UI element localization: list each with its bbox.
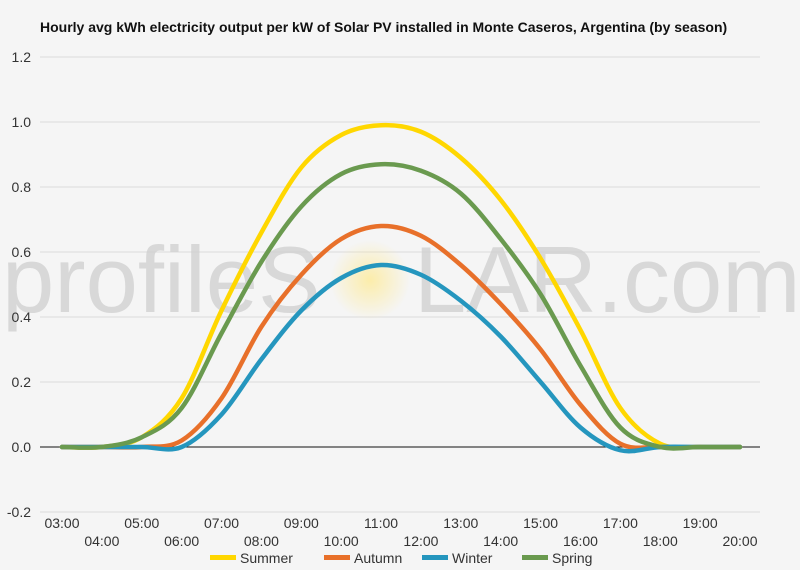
sun-logo-icon <box>330 240 410 320</box>
series-line-winter <box>59 262 743 454</box>
x-tick-label: 11:00 <box>364 515 398 531</box>
x-tick-label: 14:00 <box>483 533 518 549</box>
legend-swatch-autumn <box>324 555 350 560</box>
x-tick-label: 10:00 <box>324 533 359 549</box>
legend-swatch-winter <box>422 555 448 560</box>
legend: Summer Autumn Winter Spring <box>210 550 592 566</box>
series-lines <box>59 122 743 454</box>
legend-swatch-summer <box>210 555 236 560</box>
x-tick-label: 18:00 <box>643 533 678 549</box>
y-tick-label: 0.0 <box>12 439 32 455</box>
legend-label-summer: Summer <box>240 550 293 566</box>
legend-label-autumn: Autumn <box>354 550 402 566</box>
series-line-spring <box>59 161 743 451</box>
legend-swatch-spring <box>522 555 548 560</box>
x-tick-label: 15:00 <box>523 515 558 531</box>
x-tick-label: 09:00 <box>284 515 319 531</box>
watermark-text-right: LAR.com <box>414 227 800 332</box>
x-tick-label: 04:00 <box>84 533 119 549</box>
y-axis-ticks: -0.2 0.0 0.2 0.4 0.6 0.8 1.0 1.2 <box>7 49 31 520</box>
x-tick-label: 16:00 <box>563 533 598 549</box>
x-tick-label: 13:00 <box>443 515 478 531</box>
series-line-autumn <box>59 223 743 451</box>
y-tick-label: 0.6 <box>12 244 32 260</box>
legend-label-winter: Winter <box>452 550 493 566</box>
x-tick-label: 06:00 <box>164 533 199 549</box>
chart-title: Hourly avg kWh electricity output per kW… <box>40 19 728 35</box>
y-tick-label: 1.2 <box>12 49 32 65</box>
x-tick-label: 19:00 <box>683 515 718 531</box>
gridlines <box>40 56 760 513</box>
y-tick-label: 0.8 <box>12 179 32 195</box>
legend-label-spring: Spring <box>552 550 592 566</box>
series-line-summer <box>59 122 743 450</box>
x-tick-label: 05:00 <box>124 515 159 531</box>
x-tick-label: 08:00 <box>244 533 279 549</box>
y-tick-label: 0.4 <box>12 309 32 325</box>
watermark: profileS LAR.com <box>2 227 800 332</box>
y-tick-label: 0.2 <box>12 374 32 390</box>
x-tick-label: 20:00 <box>722 533 757 549</box>
x-axis-ticks: 03:00 04:00 05:00 06:00 07:00 08:00 09:00 10:00… <box>44 515 757 549</box>
x-tick-label: 07:00 <box>204 515 239 531</box>
x-tick-label: 17:00 <box>603 515 638 531</box>
y-tick-label: -0.2 <box>7 504 31 520</box>
x-tick-label: 12:00 <box>403 533 438 549</box>
x-tick-label: 03:00 <box>44 515 79 531</box>
y-tick-label: 1.0 <box>12 114 32 130</box>
